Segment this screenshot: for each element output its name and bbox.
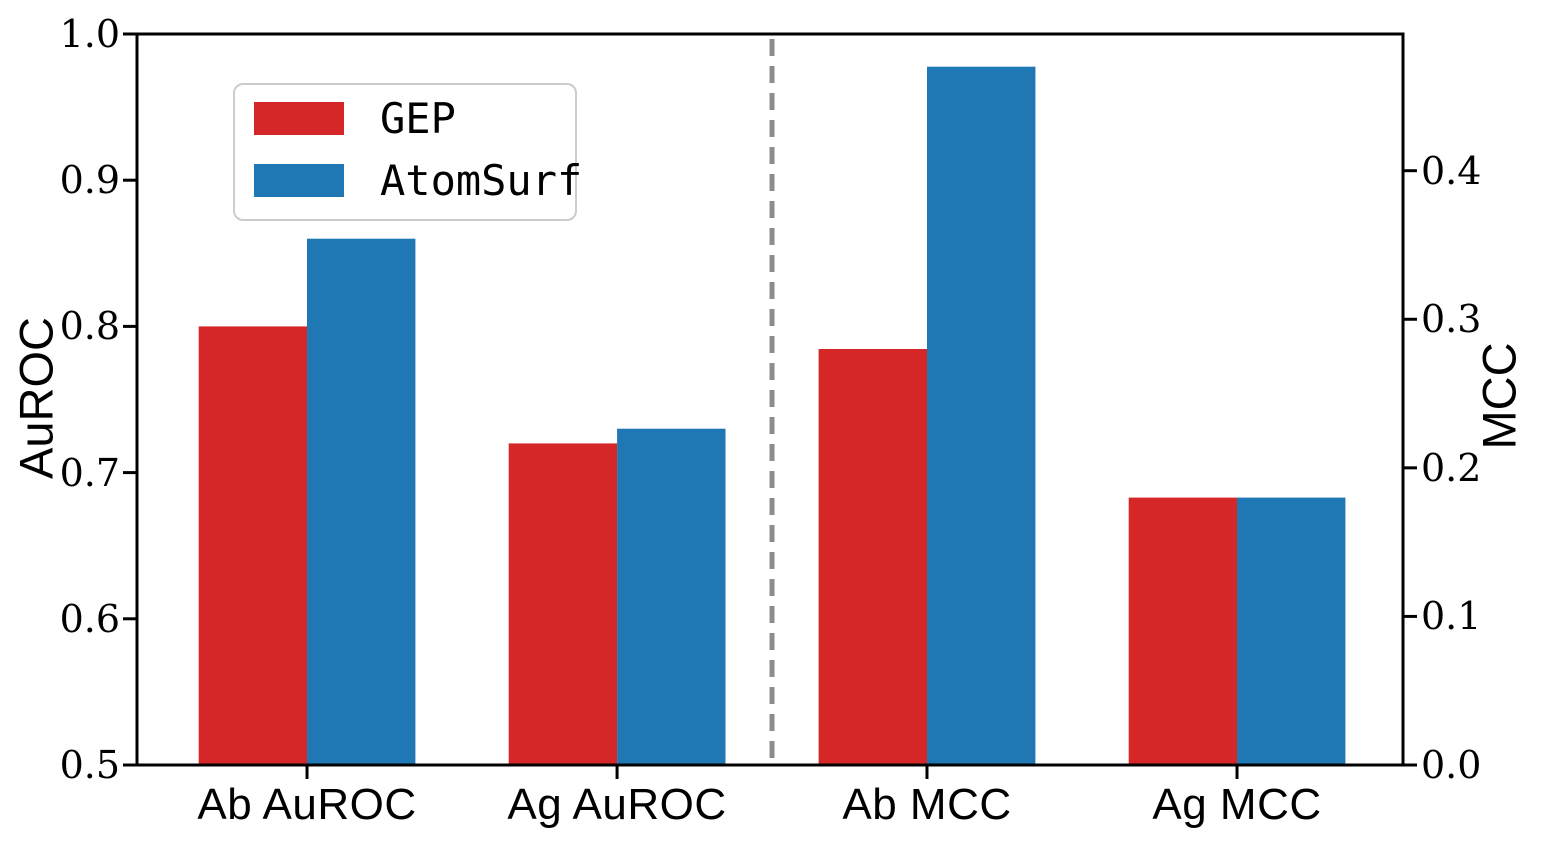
- right-tick-label: 0.0: [1421, 743, 1482, 787]
- left-tick-label: 0.6: [59, 597, 120, 641]
- bar-gep-ag-auroc: [508, 443, 618, 765]
- legend-label-gep: GEP: [380, 93, 456, 143]
- right-tick-label: 0.2: [1421, 446, 1482, 490]
- plot-frame: [135, 32, 1405, 767]
- left-axis-title: AuROC: [9, 317, 63, 479]
- category-label-ab-auroc: Ab AuROC: [197, 780, 417, 829]
- category-label-ab-mcc: Ab MCC: [842, 780, 1012, 829]
- left-tick-label: 0.5: [59, 743, 120, 787]
- bar-gep-ag-mcc: [1128, 497, 1238, 765]
- bar-atomsurf-ab-mcc: [927, 66, 1036, 765]
- legend-swatch-gep: [254, 102, 344, 135]
- bar-gep-ab-mcc: [818, 349, 927, 765]
- legend-row-atomsurf: AtomSurf: [254, 159, 582, 201]
- right-tick-label: 0.1: [1421, 594, 1482, 638]
- bar-atomsurf-ab-auroc: [307, 238, 416, 765]
- legend-swatch-atomsurf: [254, 164, 344, 197]
- right-tick-label: 0.4: [1421, 149, 1482, 193]
- legend-row-gep: GEP: [254, 97, 575, 139]
- right-tick-label: 0.3: [1421, 297, 1482, 341]
- left-tick-label: 0.8: [59, 304, 120, 348]
- left-tick-label: 0.9: [59, 158, 120, 202]
- legend-label-atomsurf: AtomSurf: [380, 155, 583, 205]
- bar-atomsurf-ag-auroc: [617, 428, 726, 765]
- bar-gep-ab-auroc: [198, 326, 308, 765]
- bar-atomsurf-ag-mcc: [1237, 497, 1346, 765]
- legend: GEP AtomSurf: [233, 83, 582, 221]
- left-tick-label: 1.0: [59, 12, 120, 56]
- category-label-ag-mcc: Ag MCC: [1152, 780, 1322, 829]
- left-tick-label: 0.7: [59, 451, 120, 495]
- category-label-ag-auroc: Ag AuROC: [507, 780, 727, 829]
- right-axis-title: MCC: [1472, 342, 1526, 450]
